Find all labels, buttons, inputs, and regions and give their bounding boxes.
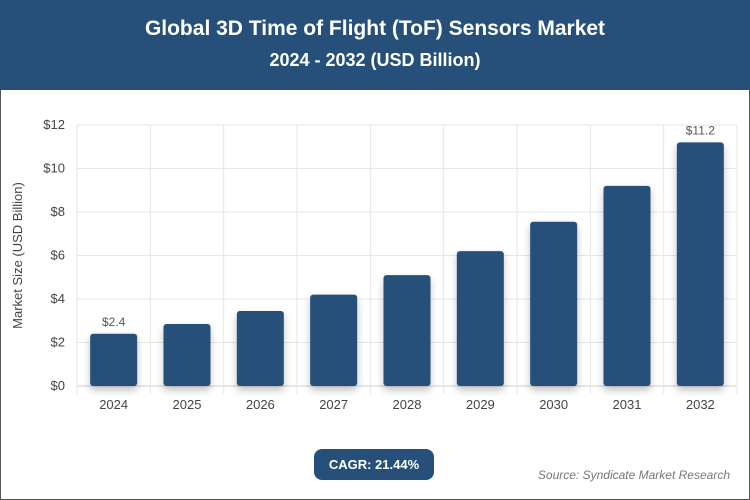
source-note: Source: Syndicate Market Research	[537, 468, 730, 482]
bar-2026	[236, 310, 284, 386]
chart-header: Global 3D Time of Flight (ToF) Sensors M…	[0, 0, 750, 90]
y-tick-label: $8	[51, 204, 65, 219]
bar-2027	[310, 294, 358, 386]
x-tick-label: 2024	[99, 397, 128, 412]
y-tick-label: $12	[43, 117, 65, 132]
bar-2032	[676, 142, 724, 386]
bar-2029	[456, 251, 504, 386]
bar-chart: $0 $2 $4 $6 $8 $10 $12 Market Size (USD Billion…	[10, 117, 738, 412]
chart-title: Global 3D Time of Flight (ToF) Sensors M…	[144, 17, 606, 40]
chart-subtitle: 2024 - 2032 (USD Billion)	[269, 50, 481, 70]
x-tick-label: 2032	[686, 397, 715, 412]
x-tick-label: 2029	[466, 397, 495, 412]
y-tick-label: $2	[51, 335, 65, 350]
bar-2025	[163, 324, 211, 386]
y-tick-label: $10	[43, 161, 65, 176]
y-tick-label: $0	[51, 378, 65, 393]
x-tick-label: 2027	[319, 397, 348, 412]
y-tick-label: $4	[51, 291, 65, 306]
y-axis-label: Market Size (USD Billion)	[10, 182, 25, 329]
bar-2024	[90, 333, 138, 386]
bar-2028	[383, 275, 431, 386]
cagr-badge: CAGR: 21.44%	[314, 449, 434, 480]
data-label: $2.4	[102, 315, 126, 329]
bar-2031	[603, 185, 651, 386]
x-tick-label: 2030	[539, 397, 568, 412]
x-tick-label: 2031	[613, 397, 642, 412]
x-tick-label: 2028	[393, 397, 422, 412]
x-tick-label: 2025	[173, 397, 202, 412]
bar-2030	[530, 221, 578, 386]
y-tick-label: $6	[51, 248, 65, 263]
data-label: $11.2	[686, 123, 715, 137]
x-tick-label: 2026	[246, 397, 275, 412]
